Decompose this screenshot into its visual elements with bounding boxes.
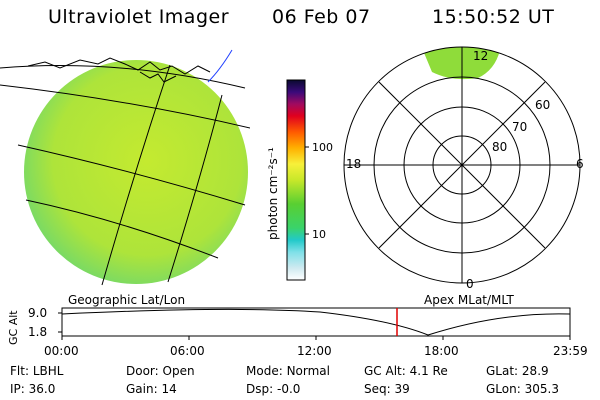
mlt-label-0: 0 [466, 277, 474, 291]
xtick-2359: 23:59 [553, 344, 588, 358]
time-label: 15:50:52 UT [432, 6, 555, 28]
lon-line [167, 94, 223, 283]
mlat-label-70: 70 [512, 120, 527, 134]
altitude-curve [61, 308, 571, 336]
status-mode: Mode: Normal [246, 364, 330, 378]
lat-line [0, 84, 250, 129]
status-gc-alt: GC Alt: 4.1 Re [364, 364, 448, 378]
mlat-label-80: 80 [492, 140, 507, 154]
mlt-label-6: 6 [576, 157, 584, 171]
status-flt: Flt: LBHL [10, 364, 64, 378]
instrument-title: Ultraviolet Imager [48, 6, 230, 28]
lat-line [0, 65, 246, 89]
colorbar-label: photon cm⁻²s⁻¹ [266, 147, 280, 240]
date-label: 06 Feb 07 [272, 6, 371, 28]
geographic-map [0, 49, 250, 286]
left-panel-caption: Geographic Lat/Lon [68, 293, 185, 307]
status-seq: Seq: 39 [364, 382, 410, 396]
mlt-label-18: 18 [346, 157, 361, 171]
lat-line [25, 199, 219, 259]
lat-line [17, 144, 246, 206]
status-dsp: Dsp: -0.0 [246, 382, 301, 396]
colorbar [286, 79, 306, 281]
status-glon: GLon: 305.3 [486, 382, 559, 396]
mlt-label-12: 12 [473, 49, 488, 63]
xtick-0000: 00:00 [44, 344, 79, 358]
terminator-line [207, 49, 233, 83]
colorbar-tick-100: 100 [312, 141, 333, 154]
xtick-1200: 12:00 [297, 344, 332, 358]
alt-ytick-9: 9.0 [28, 306, 47, 320]
status-door: Door: Open [126, 364, 195, 378]
right-panel-caption: Apex MLat/MLT [424, 293, 514, 307]
xtick-1800: 18:00 [424, 344, 459, 358]
status-glat: GLat: 28.9 [486, 364, 549, 378]
status-ip: IP: 36.0 [10, 382, 56, 396]
polar-plot: 12 18 6 0 60 70 80 [343, 46, 584, 291]
altitude-plot: 9.0 1.8 GC Alt 00:00 06:00 12:00 18:00 2… [7, 306, 588, 358]
status-gain: Gain: 14 [126, 382, 177, 396]
coastline [139, 71, 177, 83]
mlat-label-60: 60 [535, 98, 550, 112]
colorbar-tick-10: 10 [312, 228, 326, 241]
coastline [27, 57, 211, 75]
lon-line [101, 64, 171, 286]
aurora-patch [422, 47, 500, 80]
alt-ytick-1-8: 1.8 [28, 325, 47, 339]
alt-ylabel: GC Alt [7, 310, 20, 345]
xtick-0600: 06:00 [170, 344, 205, 358]
